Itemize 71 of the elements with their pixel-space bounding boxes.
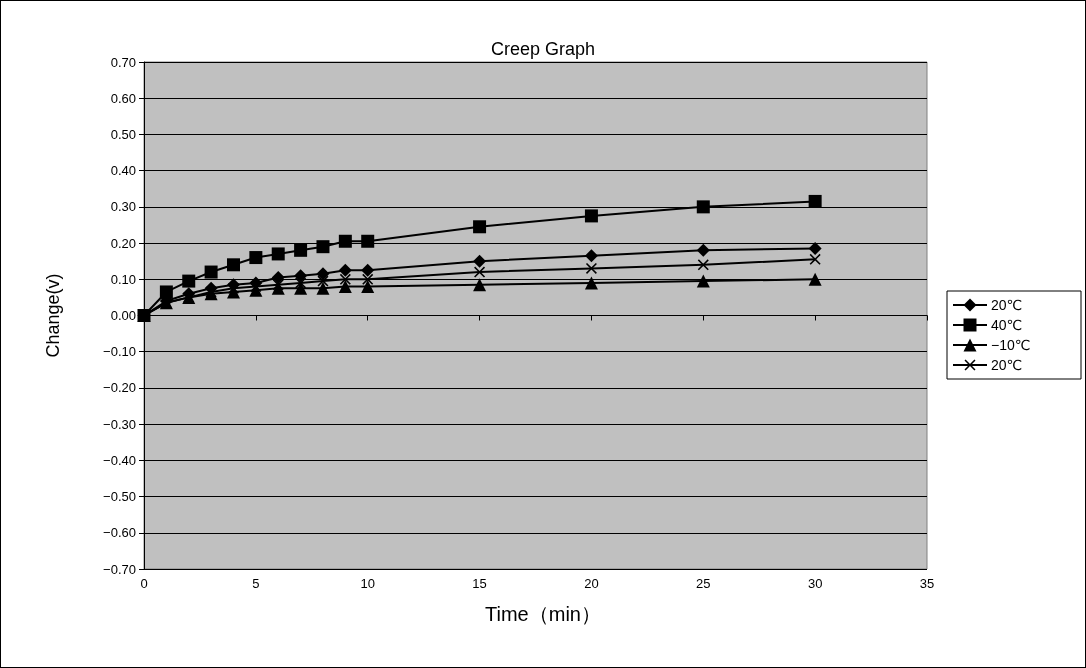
y-tick-label: 0.60 [110,90,136,106]
x-tick-label: 5 [252,576,260,591]
y-tick-label: −0.50 [103,489,136,505]
legend-label: 20℃ [991,297,1023,313]
point [361,280,375,294]
legend-label: 40℃ [991,317,1023,333]
chart-title: Creep Graph [490,39,596,59]
point [808,272,822,286]
y-tick-label: −0.30 [103,416,136,432]
point [159,285,173,299]
point [294,243,308,257]
x-tick-label: 0 [140,576,148,591]
point [809,253,821,265]
y-tick-label: 0.10 [110,271,136,287]
point [295,277,307,289]
y-tick-label: −0.40 [103,452,136,468]
legend-label: −10℃ [991,337,1031,353]
y-tick-label: 0.30 [110,199,136,215]
point [584,249,598,263]
point [696,200,710,214]
point [339,273,351,285]
x-tick-label: 35 [919,576,935,591]
y-tick-label: 0.20 [110,235,136,251]
y-tick-label: −0.70 [103,561,136,577]
point [474,266,486,278]
point [473,254,487,268]
y-tick-label: 0.00 [110,308,136,323]
x-tick-label: 20 [584,576,599,591]
y-tick-label: 0.50 [110,126,136,142]
point [585,262,597,274]
x-axis-title: Time（min） [485,603,601,625]
point [271,247,285,261]
y-tick-label: −0.60 [103,525,136,541]
point [473,278,487,292]
point [808,242,822,255]
point [696,274,710,288]
y-tick-label: 0.70 [110,54,136,70]
point [473,220,487,234]
x-tick-label: 15 [472,576,487,591]
point [584,209,598,223]
point [584,276,598,290]
point [249,251,263,265]
point [316,267,330,281]
y-axis-title: Change(v) [43,273,63,358]
point [338,234,352,248]
point [182,274,196,288]
point [362,273,374,285]
point [316,281,330,295]
point [361,234,375,248]
y-tick-label: −0.20 [103,380,136,396]
y-tick-label: −0.10 [103,344,136,360]
point [338,280,352,294]
y-tick-label: 0.40 [110,163,136,179]
point [316,240,330,254]
point [361,263,375,277]
point [271,270,285,284]
point [317,275,329,287]
point [294,269,308,283]
point [227,282,239,294]
x-tick-label: 30 [807,576,823,591]
x-tick-label: 10 [360,576,375,591]
point [226,258,240,272]
point [204,265,218,279]
point [697,259,709,271]
legend-label: 20℃ [991,357,1023,373]
point [250,281,262,293]
point [808,194,822,208]
x-tick-label: 25 [696,576,711,591]
point [272,279,284,291]
point [696,243,710,257]
point [338,263,352,277]
